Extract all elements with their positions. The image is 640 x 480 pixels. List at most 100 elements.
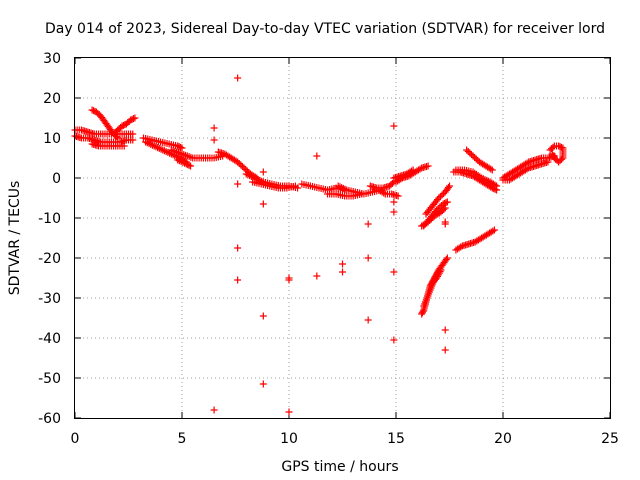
data-point	[129, 115, 137, 123]
data-point	[120, 142, 128, 150]
y-axis-label: SDTVAR / TECUs	[7, 181, 23, 296]
data-point	[491, 181, 499, 189]
data-point	[435, 194, 443, 202]
data-point	[291, 182, 299, 190]
data-point	[463, 146, 471, 154]
outlier-point	[234, 276, 242, 284]
data-point	[178, 144, 186, 152]
x-tick-label: 5	[178, 431, 187, 447]
grid-lines	[75, 58, 610, 418]
outlier-point	[313, 152, 321, 160]
outlier-point	[441, 346, 449, 354]
outlier-point	[259, 168, 267, 176]
data-point	[471, 154, 479, 161]
y-tick-label: -60	[38, 411, 61, 427]
y-tick-label: -20	[38, 251, 61, 267]
outlier-point	[390, 268, 398, 276]
data-point	[157, 145, 165, 153]
data-point	[469, 152, 477, 160]
data-point	[443, 254, 451, 262]
data-point	[487, 165, 495, 173]
data-point	[549, 151, 557, 159]
outlier-point	[364, 254, 372, 262]
data-point	[479, 175, 487, 183]
y-tick-label: -10	[38, 211, 61, 227]
outlier-point	[390, 208, 398, 216]
data-point	[436, 203, 444, 211]
data-point	[235, 160, 243, 167]
data-point	[339, 184, 347, 192]
data-point	[358, 190, 366, 198]
data-point	[234, 158, 242, 166]
data-point	[394, 192, 402, 200]
data-point	[380, 189, 388, 197]
data-point	[129, 136, 137, 144]
outlier-point	[364, 316, 372, 324]
data-point	[442, 199, 450, 207]
data-point	[154, 144, 162, 152]
data-point	[155, 144, 163, 152]
data-point	[114, 134, 122, 142]
x-tick-label: 10	[280, 431, 298, 447]
data-point	[446, 182, 453, 190]
data-point	[481, 176, 489, 184]
data-point	[434, 271, 442, 279]
y-tick-label: 0	[52, 171, 61, 187]
data-point	[419, 307, 427, 315]
x-tick-label: 20	[494, 431, 512, 447]
data-point	[436, 193, 444, 200]
y-tick-label: 30	[43, 51, 61, 67]
outlier-point	[285, 408, 293, 416]
data-point	[443, 198, 451, 206]
y-tick-label: 20	[43, 91, 61, 107]
outlier-point	[259, 200, 267, 208]
data-point	[434, 272, 442, 280]
outlier-point	[339, 260, 346, 268]
y-tick-label: -50	[38, 371, 61, 387]
y-tick-labels: 30 20 10 0 -10 -20 -30 -40 -50 -60	[38, 51, 61, 427]
outlier-point	[234, 74, 242, 82]
outlier-point	[259, 380, 267, 388]
data-point	[160, 147, 168, 155]
data-point	[493, 182, 501, 190]
x-tick-labels: 0 5 10 15 20 25	[71, 431, 619, 447]
data-point	[478, 174, 486, 182]
data-point	[388, 179, 396, 187]
data-point	[145, 140, 153, 148]
data-point	[464, 148, 472, 155]
data-point	[185, 161, 193, 169]
data-point	[489, 227, 497, 235]
data-point	[409, 166, 417, 174]
data-point	[338, 184, 346, 192]
data-point	[424, 218, 432, 226]
outlier-point	[441, 326, 449, 334]
data-point	[444, 184, 452, 191]
data-point	[152, 143, 160, 151]
data-point	[150, 142, 158, 150]
data-point	[424, 162, 432, 170]
data-point	[336, 183, 344, 191]
axis-ticks	[74, 57, 611, 419]
data-point	[472, 155, 480, 163]
data-point	[175, 157, 183, 165]
data-point	[544, 158, 552, 166]
data-point	[426, 217, 434, 224]
data-point	[523, 165, 531, 173]
data-point	[433, 274, 441, 282]
data-point	[467, 151, 475, 158]
data-point	[408, 167, 416, 175]
data-point	[437, 266, 445, 274]
x-tick-label: 25	[601, 431, 619, 447]
data-point	[490, 226, 498, 234]
data-point	[148, 141, 156, 149]
data-point	[177, 158, 185, 166]
data-point	[129, 130, 137, 138]
chart-title: Day 014 of 2023, Sidereal Day-to-day VTE…	[45, 21, 605, 37]
outlier-point	[390, 336, 398, 344]
x-tick-label: 0	[71, 431, 80, 447]
data-point	[187, 162, 195, 170]
outlier-point	[390, 198, 398, 206]
data-point	[162, 148, 170, 156]
data-point	[242, 170, 250, 178]
